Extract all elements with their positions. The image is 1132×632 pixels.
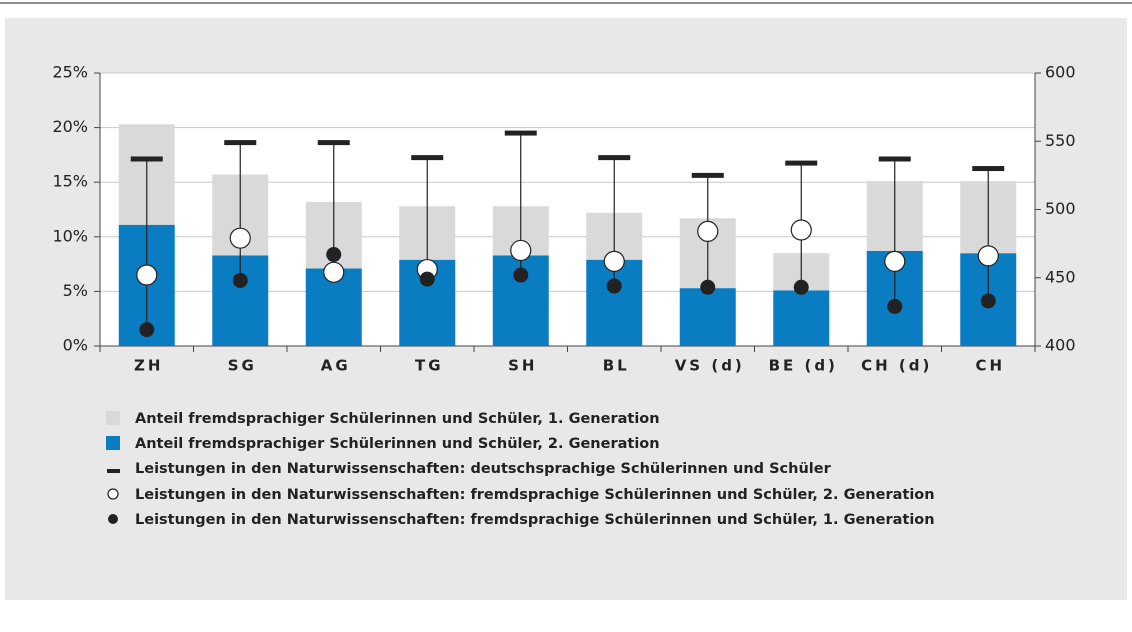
open-circle-marker (603, 250, 625, 272)
legend-label: Anteil fremdsprachiger Schülerinnen und … (135, 411, 660, 427)
dot-marker (326, 247, 342, 263)
dot-marker (139, 322, 155, 338)
dot-marker (606, 278, 622, 294)
x-tick-label: CH (d) (861, 357, 932, 375)
x-tick-label: BL (603, 357, 630, 375)
dot-marker (793, 279, 809, 295)
y2-tick-label: 400 (1045, 336, 1076, 355)
x-tick-label: CH (975, 357, 1005, 375)
dash-marker (878, 156, 911, 162)
open-circle-marker (229, 227, 251, 249)
y2-tick-label: 450 (1045, 267, 1076, 286)
x-tick-label: TG (415, 357, 444, 375)
dash-marker (504, 130, 537, 136)
legend-label: Leistungen in den Naturwissenschaften: d… (135, 461, 832, 477)
legend-label: Anteil fremdsprachiger Schülerinnen und … (135, 436, 660, 452)
dash-marker (691, 172, 724, 178)
dash-marker (785, 160, 818, 166)
dot-marker (419, 271, 435, 287)
open-circle-marker (323, 261, 345, 283)
y-tick-label: 5% (63, 281, 88, 300)
x-tick-label: BE (d) (769, 357, 838, 375)
open-circle-marker (136, 264, 158, 286)
dash-marker (411, 155, 444, 161)
bar (773, 290, 830, 346)
legend-label: Leistungen in den Naturwissenschaften: f… (135, 487, 935, 503)
dash-marker (317, 140, 350, 146)
open-circle-marker (510, 239, 532, 262)
y-tick-label: 20% (52, 117, 88, 136)
open-circle-marker (884, 250, 906, 272)
dash-marker (130, 156, 163, 162)
legend-swatch (107, 488, 119, 500)
x-tick-label: SG (228, 357, 257, 375)
dot-marker (700, 279, 716, 295)
legend-swatch (107, 469, 120, 473)
dot-marker (513, 267, 529, 283)
open-circle-marker (790, 219, 812, 241)
y2-tick-label: 600 (1045, 63, 1076, 82)
legend-swatch (106, 436, 120, 450)
y-tick-label: 10% (52, 226, 88, 245)
legend-swatch (106, 411, 120, 425)
x-tick-label: AG (321, 357, 351, 375)
dot-marker (887, 298, 903, 314)
y-tick-label: 0% (63, 336, 88, 355)
dash-marker (224, 140, 257, 146)
x-tick-label: VS (d) (675, 357, 745, 375)
dash-marker (972, 166, 1005, 172)
y2-tick-label: 500 (1045, 199, 1076, 218)
open-circle-marker (977, 245, 999, 267)
legend-label: Leistungen in den Naturwissenschaften: f… (135, 512, 935, 528)
bar (679, 288, 736, 346)
open-circle-marker (697, 220, 719, 242)
y-tick-label: 25% (52, 63, 88, 82)
dot-marker (980, 293, 996, 309)
legend-swatch (108, 514, 118, 524)
x-tick-label: SH (508, 357, 537, 375)
y-tick-label: 15% (52, 172, 88, 191)
x-tick-label: ZH (134, 357, 163, 375)
y2-tick-label: 550 (1045, 131, 1076, 150)
dot-marker (232, 272, 248, 288)
dash-marker (598, 155, 631, 161)
